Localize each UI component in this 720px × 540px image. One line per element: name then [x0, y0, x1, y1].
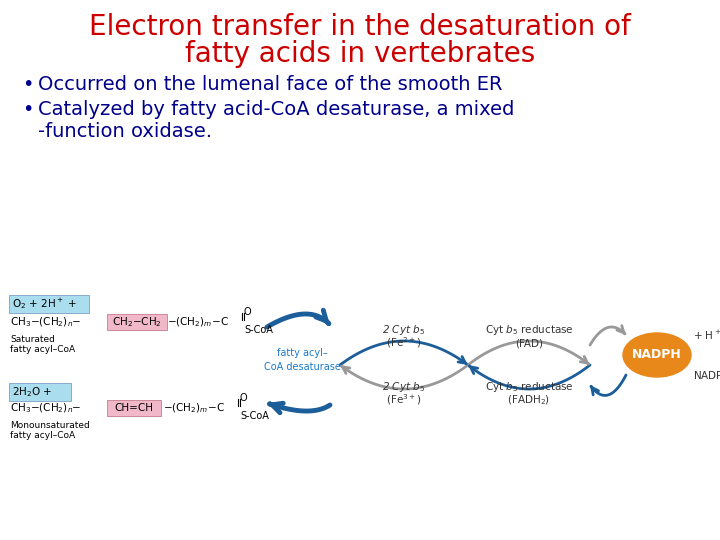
Text: S-CoA: S-CoA — [244, 325, 273, 335]
Text: Catalyzed by fatty acid-CoA desaturase, a mixed: Catalyzed by fatty acid-CoA desaturase, … — [38, 100, 514, 119]
Text: (FAD): (FAD) — [515, 338, 543, 348]
Text: O$_2$ + 2H$^+$ +: O$_2$ + 2H$^+$ + — [12, 296, 77, 312]
FancyBboxPatch shape — [107, 314, 167, 330]
Text: CH$_3$−(CH$_2$)$_n$−: CH$_3$−(CH$_2$)$_n$− — [10, 315, 81, 329]
Text: O: O — [243, 307, 251, 317]
Text: CH$_2$−CH$_2$: CH$_2$−CH$_2$ — [112, 315, 162, 329]
Text: O: O — [239, 393, 247, 403]
Text: -function oxidase.: -function oxidase. — [38, 122, 212, 141]
FancyBboxPatch shape — [107, 400, 161, 416]
Text: 2 Cyt $b_5$: 2 Cyt $b_5$ — [382, 380, 426, 394]
Text: Cyt $b_5$ reductase: Cyt $b_5$ reductase — [485, 380, 573, 394]
Text: CH$_3$−(CH$_2$)$_n$−: CH$_3$−(CH$_2$)$_n$− — [10, 401, 81, 415]
Text: NADP$^+$: NADP$^+$ — [693, 368, 720, 382]
Text: Cyt $b_5$ reductase: Cyt $b_5$ reductase — [485, 323, 573, 337]
Text: •: • — [22, 100, 33, 119]
Text: fatty acyl–CoA: fatty acyl–CoA — [10, 431, 75, 441]
Text: −(CH$_2$)$_m$−C: −(CH$_2$)$_m$−C — [163, 401, 225, 415]
Text: + H$^+$: + H$^+$ — [693, 328, 720, 342]
Text: NADPH: NADPH — [632, 348, 682, 361]
Text: 2 Cyt $b_5$: 2 Cyt $b_5$ — [382, 323, 426, 337]
Text: S-CoA: S-CoA — [240, 411, 269, 421]
Text: fatty acyl–CoA: fatty acyl–CoA — [10, 346, 75, 354]
Text: (Fe$^{2+}$): (Fe$^{2+}$) — [386, 335, 422, 350]
FancyBboxPatch shape — [9, 383, 71, 401]
Text: fatty acyl–
CoA desaturase: fatty acyl– CoA desaturase — [264, 348, 341, 372]
Text: Saturated: Saturated — [10, 335, 55, 345]
FancyBboxPatch shape — [9, 295, 89, 313]
Text: Electron transfer in the desaturation of: Electron transfer in the desaturation of — [89, 13, 631, 41]
Text: CH=CH: CH=CH — [114, 403, 153, 413]
Text: fatty acids in vertebrates: fatty acids in vertebrates — [185, 40, 535, 68]
Text: Monounsaturated: Monounsaturated — [10, 422, 90, 430]
Text: Occurred on the lumenal face of the smooth ER: Occurred on the lumenal face of the smoo… — [38, 75, 503, 94]
Text: (Fe$^{3+}$): (Fe$^{3+}$) — [386, 393, 422, 407]
Text: 2H$_2$O +: 2H$_2$O + — [12, 385, 53, 399]
Text: −(CH$_2$)$_m$−C: −(CH$_2$)$_m$−C — [167, 315, 229, 329]
Ellipse shape — [623, 333, 691, 377]
Text: (FADH$_2$): (FADH$_2$) — [508, 393, 551, 407]
Text: •: • — [22, 75, 33, 94]
